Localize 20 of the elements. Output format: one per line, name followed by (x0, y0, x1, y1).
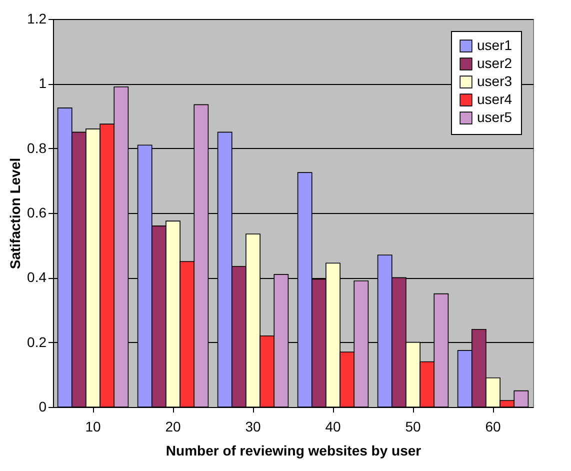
x-tick-label: 50 (405, 418, 421, 434)
legend-label: user2 (477, 55, 512, 71)
legend-label: user3 (477, 73, 512, 89)
y-tick-label: 1 (38, 75, 47, 92)
y-tick-label: 0.8 (27, 140, 47, 156)
legend-label: user5 (477, 109, 512, 125)
legend-label: user4 (477, 91, 512, 107)
x-tick-label: 40 (325, 418, 341, 434)
y-tick-label: 1.2 (27, 10, 47, 26)
legend-label: user1 (477, 37, 512, 53)
x-tick-label: 10 (85, 418, 101, 434)
y-tick-label: 0.4 (27, 269, 47, 286)
y-tick-label: 0.6 (27, 204, 47, 220)
x-tick-label: 20 (165, 418, 181, 434)
x-tick-label: 30 (245, 418, 261, 434)
y-tick-label: 0 (38, 398, 47, 414)
x-axis-title: Number of reviewing websites by user (166, 442, 422, 458)
x-tick-label: 60 (485, 418, 501, 434)
y-tick-label: 0.2 (27, 334, 47, 350)
y-axis-title: Satifaction Level (7, 158, 24, 270)
